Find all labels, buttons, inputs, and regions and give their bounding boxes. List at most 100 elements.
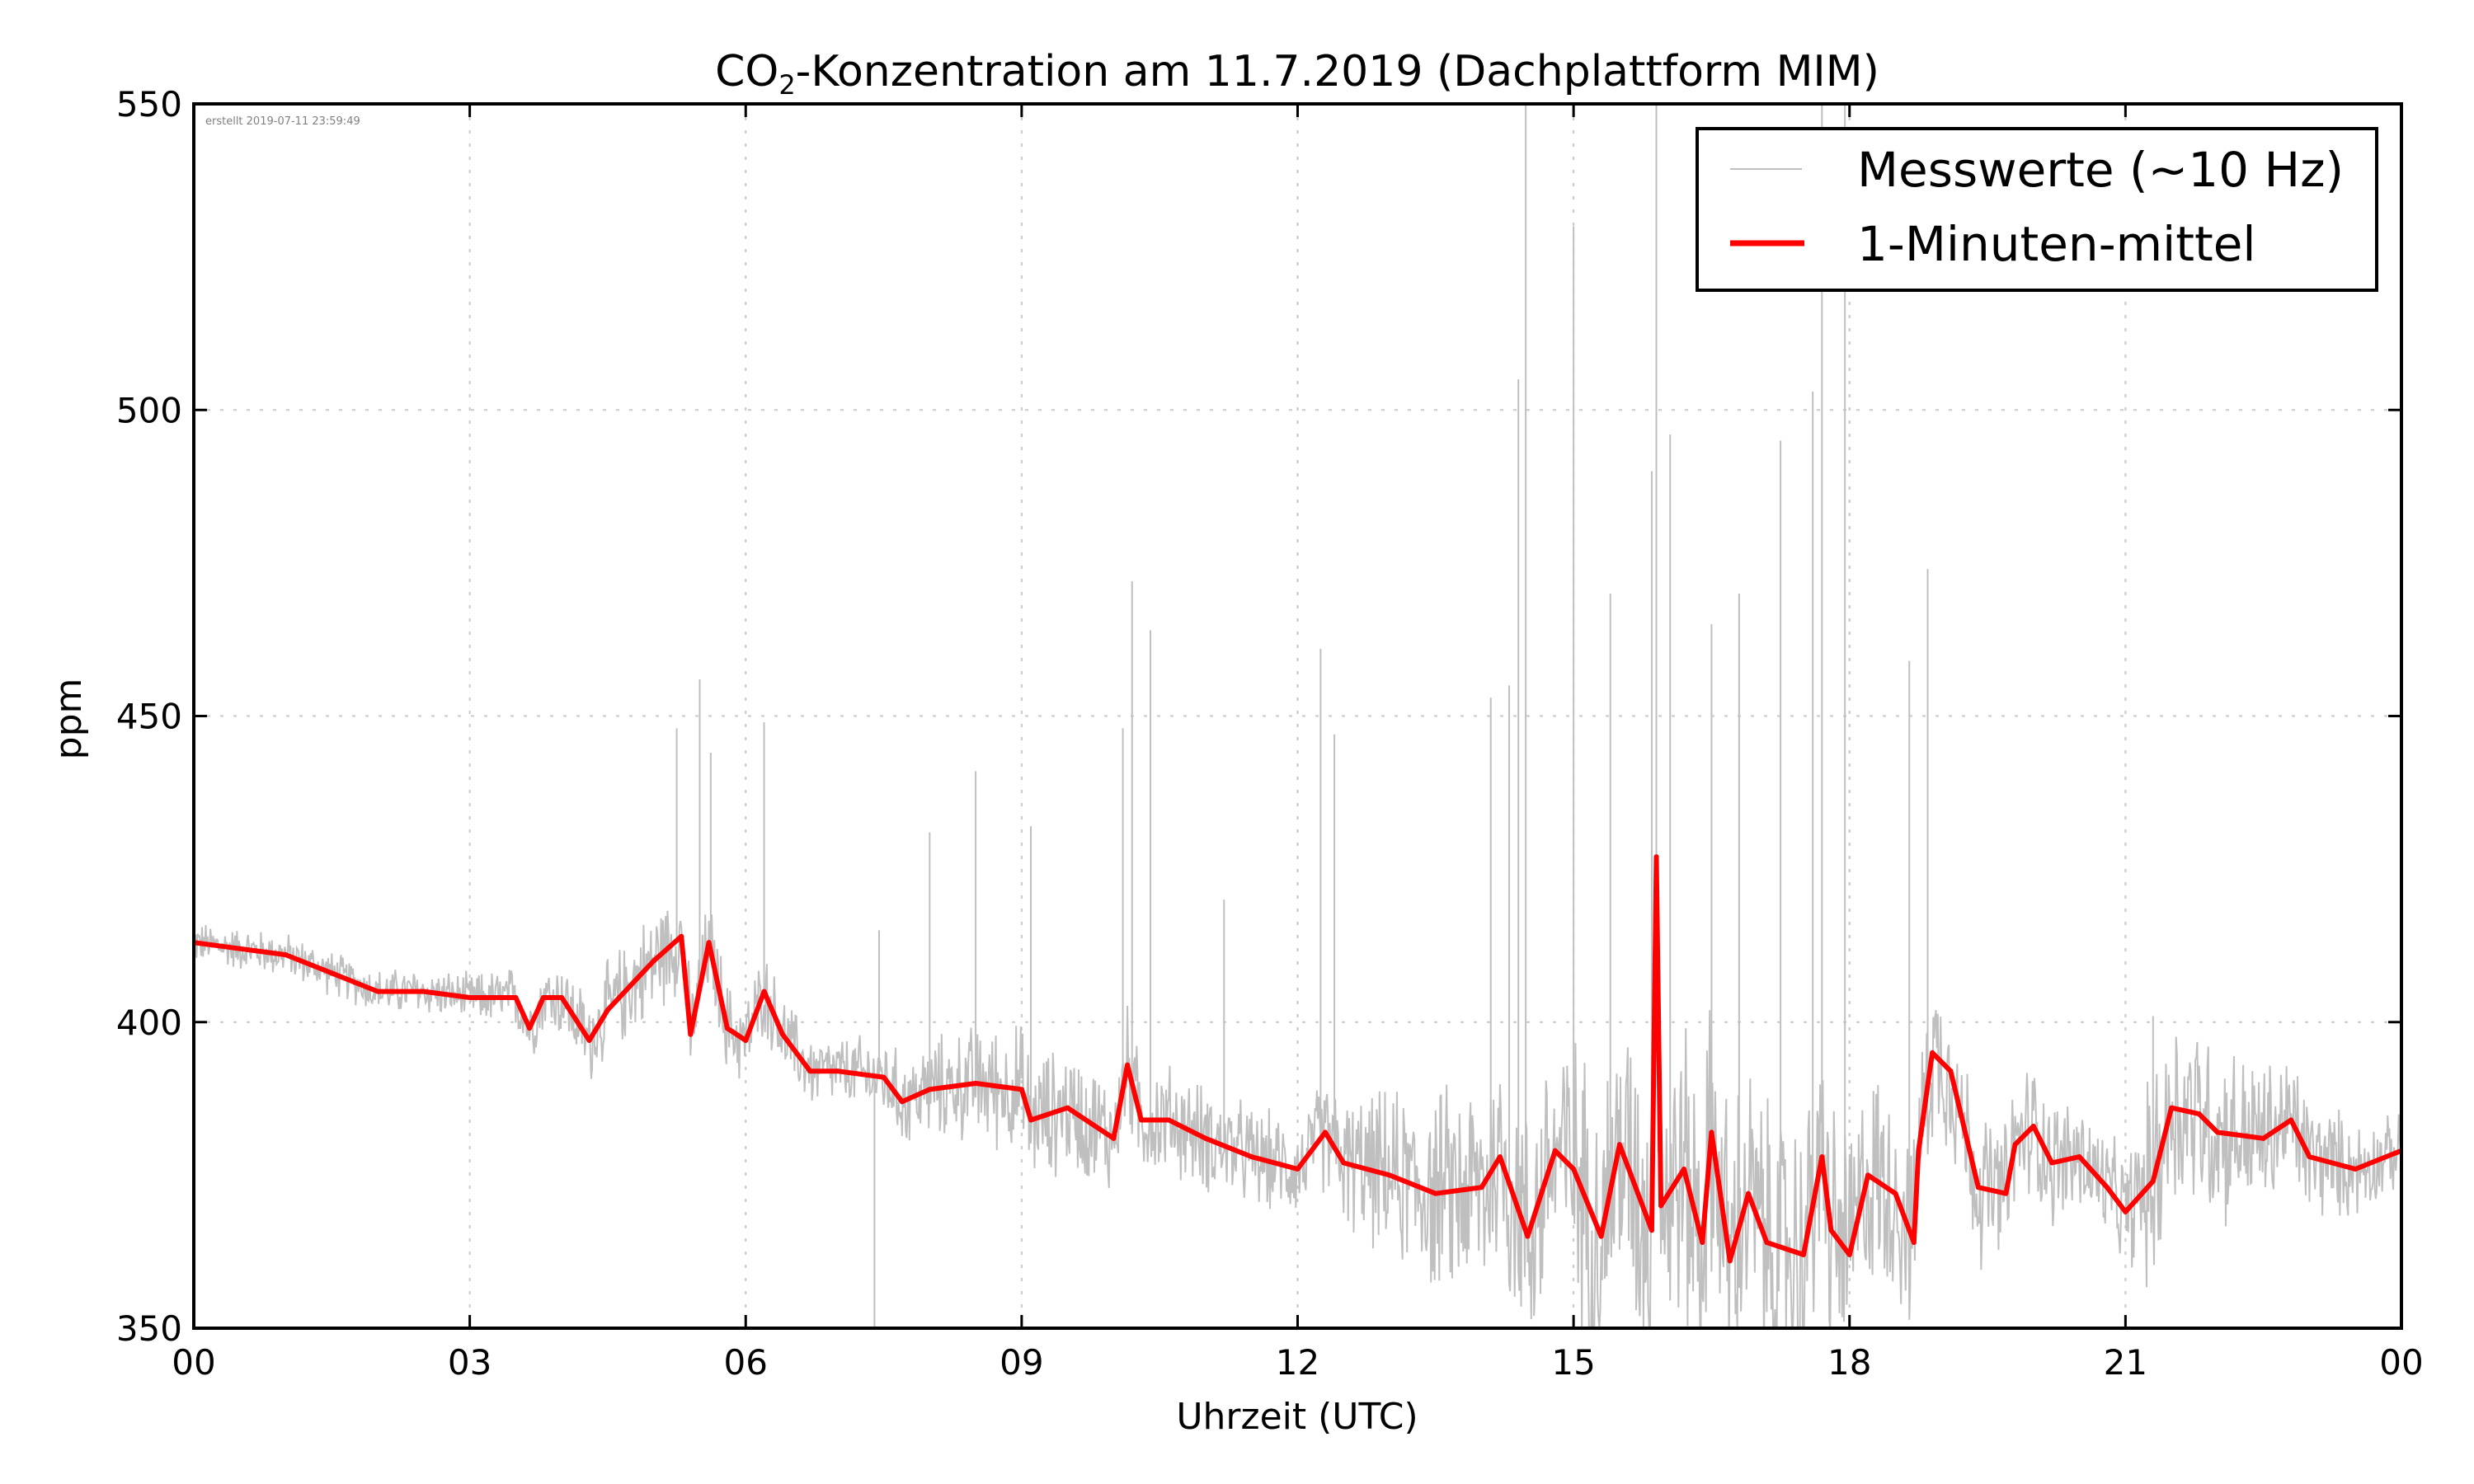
x-tick-label: 21 — [2104, 1342, 2147, 1383]
mean-point — [743, 1038, 749, 1044]
mean-point — [1571, 1166, 1577, 1172]
mean-point — [467, 995, 473, 1001]
mean-point — [761, 989, 767, 994]
mean-point — [375, 989, 381, 994]
mean-point — [1249, 1154, 1254, 1160]
y-axis-title: ppm — [48, 679, 90, 760]
mean-point — [1727, 1258, 1733, 1264]
mean-point — [1819, 1154, 1825, 1160]
mean-point — [2077, 1154, 2082, 1160]
mean-point — [1865, 1172, 1871, 1178]
chart-title-suffix: -Konzentration am 11.7.2019 (Dachplattfo… — [796, 47, 1879, 96]
mean-point — [2012, 1142, 2018, 1148]
mean-point — [881, 1074, 887, 1080]
chart-title-subscript: 2 — [778, 69, 795, 101]
y-tick-label: 500 — [116, 390, 182, 430]
mean-point — [724, 1026, 730, 1031]
series-1-minuten-mittel — [194, 854, 2401, 1264]
mean-point — [2030, 1123, 2036, 1129]
mean-point — [688, 1031, 694, 1037]
mean-point — [1653, 854, 1659, 860]
legend-box — [1696, 127, 2378, 292]
mean-point — [1028, 1117, 1034, 1123]
mean-point — [2049, 1160, 2055, 1166]
mean-point — [1341, 1160, 1347, 1166]
mean-point — [1828, 1228, 1834, 1233]
mean-point — [1065, 1105, 1070, 1111]
mean-point — [1616, 1142, 1622, 1148]
raw-trace — [194, 886, 2401, 1328]
x-tick-label: 03 — [448, 1342, 492, 1383]
mean-point — [513, 995, 519, 1001]
mean-point — [1497, 1154, 1503, 1160]
mean-point — [527, 1026, 533, 1031]
mean-point — [1166, 1117, 1172, 1123]
mean-point — [237, 946, 242, 951]
mean-point — [1635, 1190, 1641, 1196]
mean-point — [1916, 1148, 1921, 1153]
mean-point — [1125, 1062, 1131, 1068]
x-axis-title: Uhrzeit (UTC) — [1176, 1396, 1418, 1438]
mean-point — [651, 958, 656, 964]
mean-point — [1111, 1135, 1117, 1141]
mean-point — [1138, 1117, 1144, 1123]
mean-point — [706, 940, 712, 946]
mean-point — [779, 1031, 785, 1037]
mean-point — [973, 1081, 979, 1086]
mean-point — [1846, 1252, 1852, 1257]
x-tick-label: 00 — [172, 1342, 215, 1383]
creation-stamp: erstellt 2019-07-11 23:59:49 — [205, 115, 360, 128]
mean-point — [1930, 1050, 1935, 1055]
mean-point — [1893, 1190, 1898, 1196]
mean-point — [1387, 1172, 1393, 1178]
mean-point — [2353, 1166, 2359, 1172]
mean-point — [2307, 1154, 2312, 1160]
mean-point — [540, 995, 546, 1001]
mean-point — [1552, 1148, 1558, 1153]
legend-label-messwerte: Messwerte (~10 Hz) — [1857, 142, 2344, 198]
chart-title: CO2-Konzentration am 11.7.2019 (Dachplat… — [715, 47, 1879, 101]
x-tick-label: 00 — [2379, 1342, 2423, 1383]
y-tick-label: 400 — [116, 1003, 182, 1043]
mean-point — [807, 1068, 813, 1074]
y-tick-label: 350 — [116, 1308, 182, 1349]
mean-point — [1764, 1240, 1770, 1246]
mean-point — [1911, 1240, 1917, 1246]
mean-point — [604, 1007, 610, 1012]
legend: Messwerte (~10 Hz) 1-Minuten-mittel — [1696, 127, 2378, 292]
mean-point — [1295, 1166, 1300, 1172]
y-tick-label: 450 — [116, 697, 182, 737]
legend-label-1-minuten-mittel: 1-Minuten-mittel — [1857, 216, 2256, 272]
mean-point — [1202, 1135, 1208, 1141]
mean-point — [927, 1087, 933, 1092]
mean-point — [1800, 1252, 1806, 1257]
series-messwerte — [194, 104, 2401, 1328]
mean-point — [329, 970, 335, 976]
mean-point — [835, 1068, 840, 1074]
y-tick-label: 550 — [116, 84, 182, 124]
mean-point — [1975, 1185, 1981, 1190]
x-tick-label: 18 — [1827, 1342, 1871, 1383]
mean-point — [1746, 1190, 1752, 1196]
mean-point — [1709, 1129, 1714, 1135]
mean-point — [1432, 1190, 1438, 1196]
mean-point — [2260, 1135, 2266, 1141]
mean-point — [559, 995, 565, 1001]
mean-point — [1658, 1203, 1664, 1209]
mean-point — [679, 933, 684, 939]
chart-title-prefix: CO — [715, 47, 778, 96]
x-tick-label: 12 — [1276, 1342, 1319, 1383]
mean-point — [1018, 1087, 1024, 1092]
mean-point — [1649, 1228, 1654, 1233]
mean-point — [2169, 1105, 2175, 1111]
mean-point — [2288, 1117, 2294, 1123]
x-tick-label: 06 — [724, 1342, 768, 1383]
mean-point — [2123, 1209, 2128, 1214]
mean-point — [1948, 1068, 1954, 1074]
mean-point — [2214, 1129, 2220, 1135]
mean-point — [2150, 1178, 2156, 1184]
mean-point — [421, 989, 426, 994]
mean-point — [283, 952, 289, 958]
